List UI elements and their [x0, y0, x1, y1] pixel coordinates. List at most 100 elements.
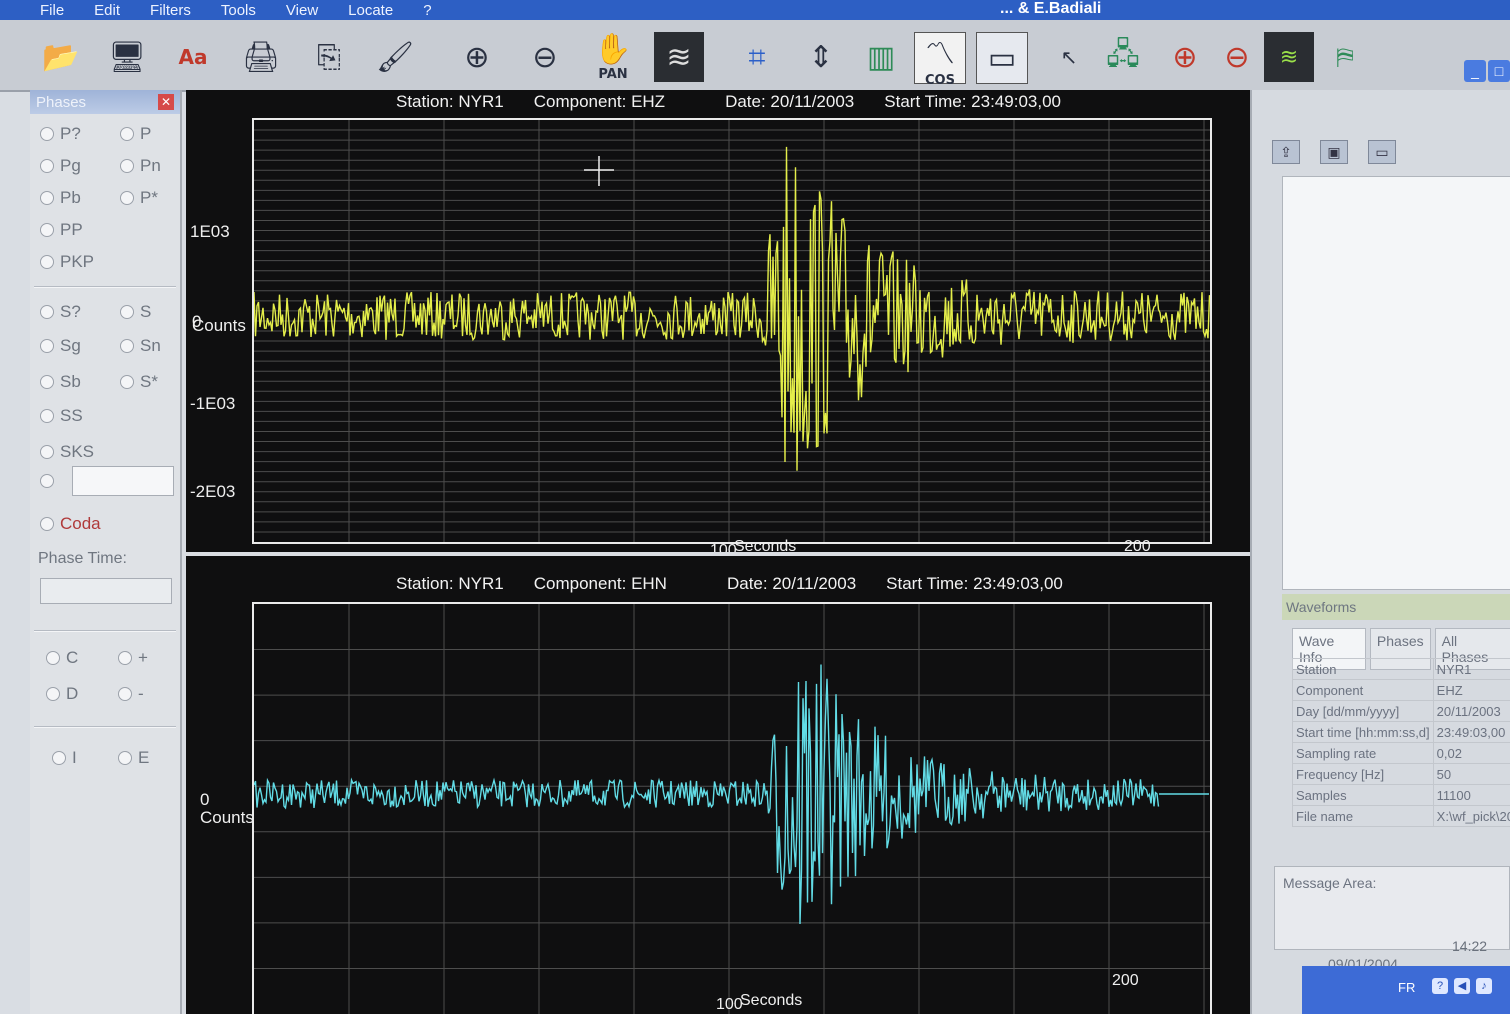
vertical-arrows-icon[interactable]: ⇕: [808, 39, 834, 75]
x-tick-label: 200: [1124, 538, 1151, 555]
waveform-small-icon[interactable]: ≋: [1264, 32, 1314, 82]
radio-icon: [40, 159, 54, 173]
open-icon[interactable]: ⇪: [1272, 140, 1300, 164]
radio-icon: [40, 474, 54, 488]
open-folder-icon[interactable]: 📂: [42, 39, 80, 75]
message-area[interactable]: Message Area:: [1274, 866, 1510, 950]
menu-view[interactable]: View: [285, 1, 319, 19]
phase-option-pn[interactable]: Pn: [120, 156, 161, 176]
plot-frame-ehn[interactable]: [252, 602, 1212, 1014]
info-key: Frequency [Hz]: [1292, 763, 1434, 785]
back-icon[interactable]: ◀: [1454, 978, 1470, 994]
y-tick-label: 1E03: [190, 222, 230, 241]
italy-map-icon[interactable]: ⛿: [1336, 43, 1354, 71]
menu-edit[interactable]: Edit: [94, 1, 121, 19]
phase-option-pkp[interactable]: PKP: [40, 252, 94, 272]
toolbar: 📂 🖥 Aa 🖨 ⎘ 🖌 ⊕ ⊖ ✋ PAN ≋ ⌗ ⇕ ▥ 〽 COS ▭ ↖ 🖧…: [0, 20, 1510, 92]
phase-option-sks[interactable]: SKS: [40, 442, 94, 462]
polarity-d[interactable]: D: [46, 684, 78, 704]
cursor-arrow-icon[interactable]: ↖: [1060, 45, 1078, 69]
crop-icon[interactable]: ⌗: [748, 39, 766, 75]
phase-time-field[interactable]: [40, 578, 172, 604]
component-label: Component: EHN: [533, 574, 667, 593]
onset-impulsive[interactable]: I: [52, 748, 77, 768]
phase-option-s-query[interactable]: S?: [40, 302, 81, 322]
phase-option-coda[interactable]: Coda: [40, 514, 101, 534]
maximize-icon[interactable]: □: [1488, 60, 1510, 82]
radio-icon: [120, 191, 134, 205]
zoom-in-icon[interactable]: ⊕: [464, 39, 490, 75]
zoom-out-icon[interactable]: ⊖: [532, 39, 558, 75]
polarity-minus[interactable]: -: [118, 684, 144, 704]
info-key: Start time [hh:mm:ss,d]: [1292, 721, 1434, 743]
menu-file[interactable]: File: [40, 1, 65, 19]
phase-option-ss[interactable]: SS: [40, 406, 83, 426]
phase-option-s-star[interactable]: S*: [120, 372, 158, 392]
clock-time: 14:22: [1452, 938, 1488, 954]
export-icon[interactable]: ⎘: [317, 39, 341, 75]
radio-icon: [120, 127, 134, 141]
custom-phase-input[interactable]: [72, 466, 174, 496]
cos-chart-icon[interactable]: 〽 COS: [914, 32, 966, 88]
plot-splitter[interactable]: [186, 552, 1250, 556]
phase-option-sb[interactable]: Sb: [40, 372, 81, 392]
info-key: Day [dd/mm/yyyy]: [1292, 700, 1434, 722]
monitor-icon[interactable]: 🖥: [107, 39, 147, 75]
menu-help[interactable]: ?: [423, 1, 432, 19]
language-indicator[interactable]: FR: [1398, 980, 1416, 995]
polarity-plus[interactable]: +: [118, 648, 148, 668]
wave-info-table: Station NYR1 Component EHZ Day [dd/mm/yyyy…: [1292, 658, 1510, 827]
seismic-trace: [253, 664, 1160, 925]
menubar: File Edit Filters Tools View Locate ?: [0, 0, 1510, 20]
window-icon[interactable]: ▭: [976, 32, 1028, 84]
taskbar: FR ? ◀ ♪: [1302, 966, 1510, 1014]
polarity-c[interactable]: C: [46, 648, 78, 668]
network-icon[interactable]: 🖧: [1106, 36, 1140, 72]
radio-icon: [120, 159, 134, 173]
help-icon[interactable]: ?: [1432, 978, 1448, 994]
radio-icon: [40, 445, 54, 459]
printer-icon[interactable]: 🖨: [241, 39, 281, 75]
menu-locate[interactable]: Locate: [348, 1, 394, 19]
phase-option-pp[interactable]: PP: [40, 220, 83, 240]
radio-icon: [118, 751, 132, 765]
seismogram-ehz[interactable]: [253, 120, 1211, 542]
phase-option-p-star[interactable]: P*: [120, 188, 158, 208]
seismogram-ehn[interactable]: [253, 604, 1210, 1014]
close-icon[interactable]: ✕: [158, 94, 174, 110]
minimize-icon[interactable]: _: [1464, 60, 1486, 82]
menu-tools[interactable]: Tools: [220, 1, 256, 19]
font-icon[interactable]: Aa: [178, 45, 208, 69]
paint-icon[interactable]: 🖌: [375, 39, 415, 75]
zoom-in-red-icon[interactable]: ⊕: [1172, 39, 1198, 75]
onset-emergent[interactable]: E: [118, 748, 149, 768]
waveform-icon[interactable]: ≋: [654, 32, 704, 82]
phase-option-sn[interactable]: Sn: [120, 336, 161, 356]
display-icon[interactable]: ▣: [1320, 140, 1348, 164]
menu-filters[interactable]: Filters: [150, 1, 191, 19]
bar-chart-icon[interactable]: ▥: [866, 39, 896, 75]
x-unit-label: Seconds: [734, 538, 797, 555]
phase-option-p[interactable]: P: [120, 124, 151, 144]
speaker-icon[interactable]: ♪: [1476, 978, 1492, 994]
drive-icon[interactable]: ▭: [1368, 140, 1396, 164]
phase-option-sg[interactable]: Sg: [40, 336, 81, 356]
phase-option-pb[interactable]: Pb: [40, 188, 81, 208]
app-title: ... & E.Badiali: [1000, 0, 1102, 17]
info-value: 20/11/2003: [1432, 700, 1510, 722]
pan-hand-icon[interactable]: ✋ PAN: [594, 32, 632, 82]
info-key: Component: [1292, 679, 1434, 701]
info-value: X:\wf_pick\2003: [1432, 805, 1510, 827]
phase-option-p-query[interactable]: P?: [40, 124, 81, 144]
right-panel-toolbar: ⇪ ▣ ▭: [1272, 140, 1396, 164]
phase-option-custom[interactable]: [40, 474, 54, 488]
phase-option-pg[interactable]: Pg: [40, 156, 81, 176]
plot-frame-ehz[interactable]: [252, 118, 1212, 544]
zoom-out-red-icon[interactable]: ⊖: [1224, 39, 1250, 75]
phase-option-s[interactable]: S: [120, 302, 151, 322]
phases-panel: Phases ✕ P? P Pg Pn Pb P* PP PKP S? S Sg…: [30, 90, 182, 1014]
phases-title: Phases: [36, 93, 87, 111]
x-unit-label: Seconds: [740, 992, 803, 1009]
info-key: Sampling rate: [1292, 742, 1434, 764]
event-list[interactable]: [1282, 176, 1510, 590]
